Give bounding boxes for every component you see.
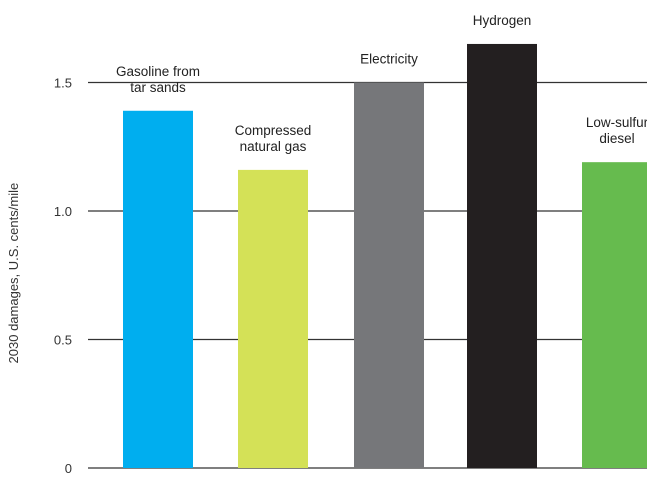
bar-compressed-natural-gas xyxy=(238,169,308,468)
category-label-gasoline-from-tar-sands-line-2: tar sands xyxy=(130,80,186,95)
bar-low-sulfur-diesel xyxy=(582,162,647,469)
bar-gasoline-from-tar-sands xyxy=(123,110,193,469)
bar-electricity xyxy=(354,82,424,468)
y-tick-label-1.0: 1.0 xyxy=(54,204,72,219)
category-label-low-sulfur-diesel-line-2: diesel xyxy=(599,131,634,146)
y-tick-label-1.5: 1.5 xyxy=(54,76,72,91)
y-tick-label-0.5: 0.5 xyxy=(54,333,72,348)
y-tick-labels: 0 0.5 1.0 1.5 xyxy=(54,76,72,477)
category-label-hydrogen-line-1: Hydrogen xyxy=(473,13,532,28)
y-tick-label-0: 0 xyxy=(65,461,72,476)
category-label-gasoline-from-tar-sands-line-1: Gasoline from xyxy=(116,64,200,79)
bars xyxy=(123,43,647,469)
bar-hydrogen xyxy=(467,43,537,468)
category-label-compressed-natural-gas-line-1: Compressed xyxy=(235,123,312,138)
category-label-compressed-natural-gas-line-2: natural gas xyxy=(240,139,307,154)
category-label-low-sulfur-diesel-line-1: Low-sulfur xyxy=(586,115,647,130)
category-label-electricity-line-1: Electricity xyxy=(360,52,418,67)
y-axis-label: 2030 damages, U.S. cents/mile xyxy=(6,183,21,364)
